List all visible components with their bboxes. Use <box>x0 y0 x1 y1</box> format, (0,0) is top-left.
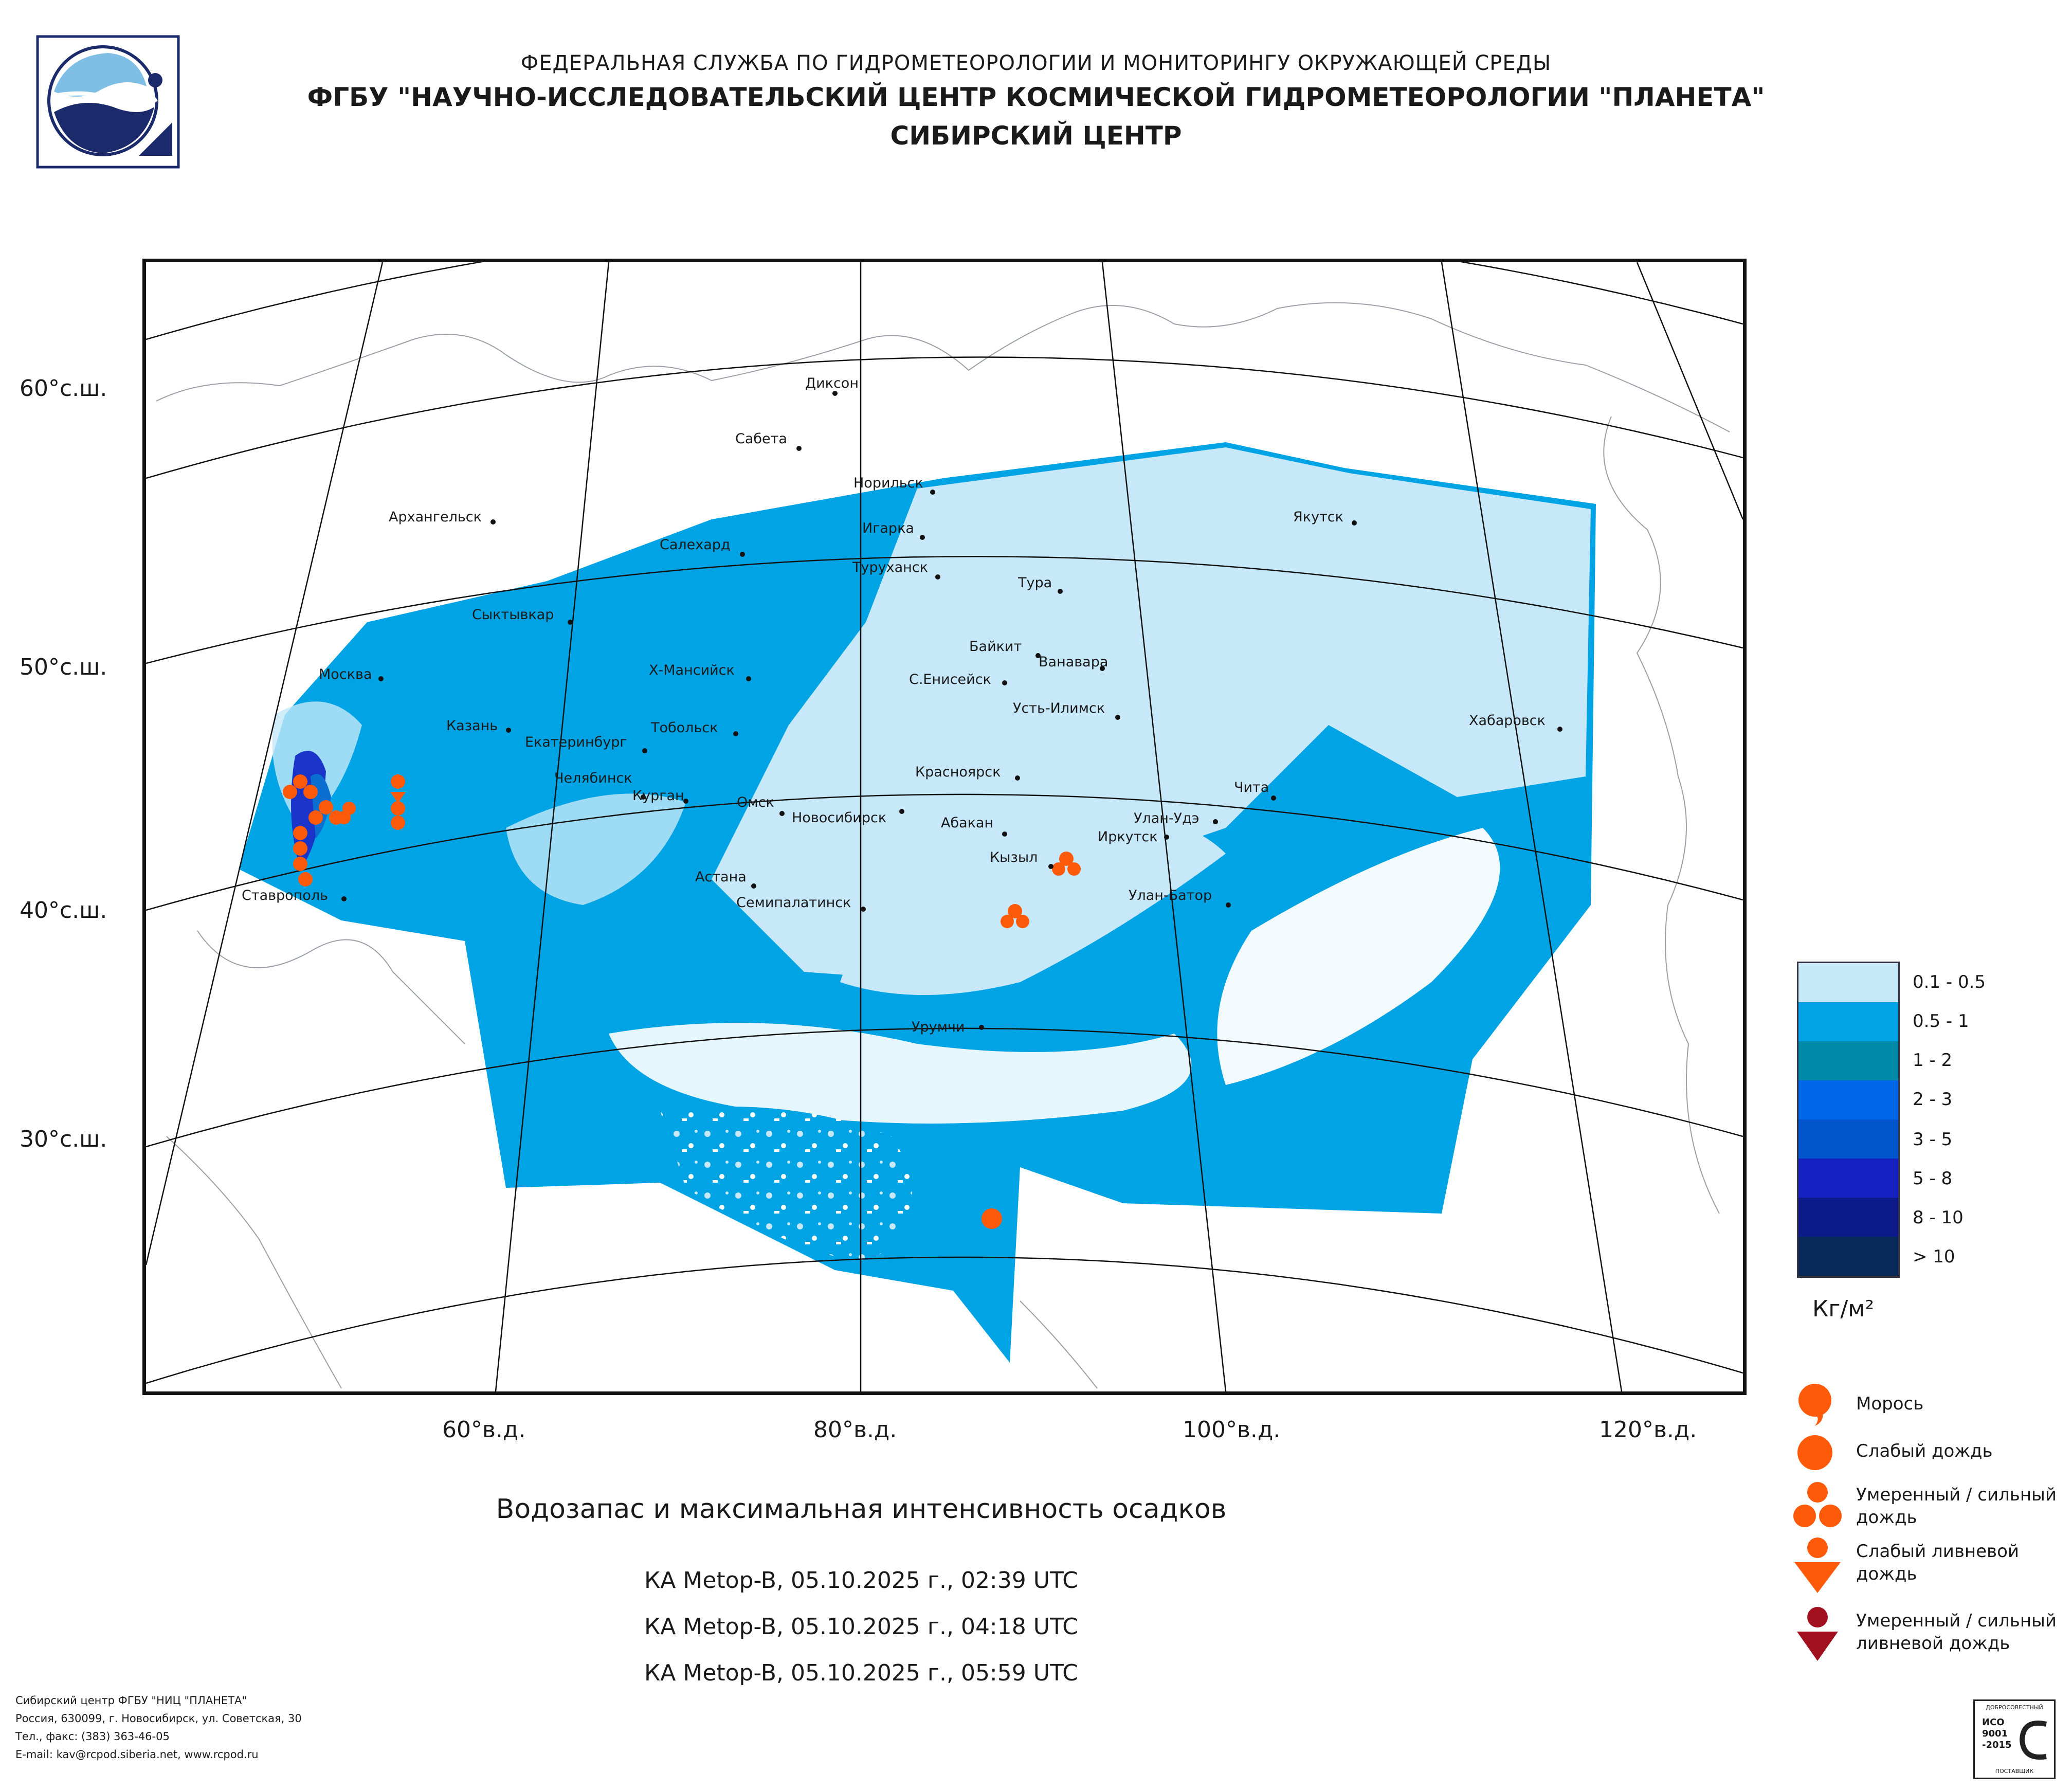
legend-label: 2 - 3 <box>1913 1089 1953 1110</box>
planeta-logo <box>36 35 180 169</box>
lon-label-80: 80°в.д. <box>813 1417 897 1443</box>
footer-email: E-mail: kav@rcpod.siberia.net, www.rcpod… <box>15 1748 259 1761</box>
footer-org: Сибирский центр ФГБУ "НИЦ "ПЛАНЕТА" <box>15 1694 247 1707</box>
city-label: Сабета <box>735 431 787 447</box>
legend-label: 1 - 2 <box>1913 1050 1953 1071</box>
legend-label: 3 - 5 <box>1913 1129 1953 1150</box>
legend-label: 0.5 - 1 <box>1913 1011 1969 1032</box>
lon-label-100: 100°в.д. <box>1183 1417 1281 1443</box>
city-label: Казань <box>446 718 498 734</box>
city-label: Иркутск <box>1098 829 1158 845</box>
city-label: Хабаровск <box>1469 713 1546 729</box>
footer-address: Россия, 630099, г. Новосибирск, ул. Сове… <box>15 1712 302 1725</box>
city-label: Екатеринбург <box>525 734 627 750</box>
legend-moderate-rain: Умеренный / сильный дождь <box>1856 1485 2057 1528</box>
legend-swatch <box>1798 1119 1898 1160</box>
city-label: Астана <box>695 869 747 885</box>
city-label: Кызыл <box>990 849 1038 865</box>
satellite-pass: КА Metop-B, 05.10.2025 г., 02:39 UTC <box>644 1567 1078 1594</box>
city-label: Туруханск <box>852 559 928 575</box>
city-label: Байкит <box>969 639 1022 655</box>
iso-badge-mid: ИСО 9001 -2015 <box>1982 1717 2012 1750</box>
iso-badge-top: ДОБРОСОВЕСТНЫЙ <box>1986 1704 2043 1711</box>
city-label: Новосибирск <box>792 810 887 826</box>
city-label: С.Енисейск <box>909 672 991 688</box>
city-label: Абакан <box>941 815 994 831</box>
footer-phone: Тел., факс: (383) 363-46-05 <box>15 1730 170 1743</box>
iso-badge-bottom: ПОСТАВЩИК <box>1995 1768 2034 1775</box>
city-label: Улан-Удэ <box>1134 810 1199 826</box>
light-rain-icon <box>1797 1435 1832 1470</box>
city-label: Игарка <box>862 520 914 536</box>
legend-swatch <box>1798 1080 1898 1120</box>
iso-c-mark <box>2019 1721 2047 1760</box>
city-label: Сыктывкар <box>472 607 554 623</box>
legend-light-shower: Слабый ливневой дождь <box>1856 1541 2019 1584</box>
header-agency: ФЕДЕРАЛЬНАЯ СЛУЖБА ПО ГИДРОМЕТЕОРОЛОГИИ … <box>520 51 1552 75</box>
map-title: Водозапас и максимальная интенсивность о… <box>496 1494 1227 1525</box>
graticule <box>146 262 1743 1391</box>
city-label: Красноярск <box>915 764 1001 780</box>
city-label: Чита <box>1234 780 1269 795</box>
legend-drizzle: Морось <box>1856 1394 1924 1414</box>
legend-swatch <box>1798 1198 1898 1238</box>
legend-swatch <box>1798 1041 1898 1081</box>
iso-badge: ДОБРОСОВЕСТНЫЙ ИСО 9001 -2015 ПОСТАВЩИК <box>1973 1699 2056 1779</box>
drizzle-icon <box>1798 1384 1831 1426</box>
city-label: Урумчи <box>912 1019 965 1035</box>
legend-heavy-shower: Умеренный / сильный ливневой дождь <box>1856 1611 2057 1654</box>
city-label: Ставрополь <box>242 888 329 903</box>
city-label: Якутск <box>1293 509 1343 525</box>
legend-label: > 10 <box>1913 1246 1955 1267</box>
precipitation-map <box>142 259 1747 1395</box>
city-label: Салехард <box>660 537 731 553</box>
city-label: Тобольск <box>651 720 718 736</box>
satellite-pass: КА Metop-B, 05.10.2025 г., 04:18 UTC <box>644 1614 1078 1640</box>
moderate-rain-icon <box>1793 1482 1842 1527</box>
coastlines <box>156 302 1730 1389</box>
lat-label-30: 30°с.ш. <box>20 1126 107 1152</box>
legend-unit: Кг/м² <box>1812 1296 1875 1322</box>
city-label: Семипалатинск <box>736 895 851 911</box>
lat-label-50: 50°с.ш. <box>20 654 107 680</box>
water-content-field <box>239 442 1596 1363</box>
light-shower-icon <box>1794 1537 1841 1593</box>
lat-label-60: 60°с.ш. <box>20 375 107 402</box>
city-label: Курган <box>632 788 684 804</box>
city-label: Челябинск <box>554 770 632 786</box>
city-label: Омск <box>737 794 774 810</box>
city-label: Норильск <box>853 475 923 491</box>
legend-label: 0.1 - 0.5 <box>1913 972 1986 992</box>
city-label: Тура <box>1018 575 1052 591</box>
city-label: Архангельск <box>389 509 482 525</box>
legend-swatch <box>1798 1237 1898 1276</box>
lon-label-120: 120°в.д. <box>1599 1417 1697 1443</box>
header-institute: ФГБУ "НАУЧНО-ИССЛЕДОВАТЕЛЬСКИЙ ЦЕНТР КОС… <box>307 82 1765 112</box>
city-label: Диксон <box>805 375 859 391</box>
lat-label-40: 40°с.ш. <box>20 897 107 924</box>
legend-label: 5 - 8 <box>1913 1168 1953 1189</box>
water-content-legend <box>1797 962 1900 1278</box>
precip-symbols <box>283 774 1081 1229</box>
legend-swatch <box>1798 1159 1898 1199</box>
satellite-pass: КА Metop-B, 05.10.2025 г., 05:59 UTC <box>644 1660 1078 1686</box>
city-label: Усть-Илимск <box>1013 700 1105 716</box>
legend-swatch <box>1798 963 1898 1003</box>
heavy-shower-icon <box>1797 1607 1838 1661</box>
city-label: Москва <box>319 666 372 682</box>
city-label: Х-Мансийск <box>649 662 735 678</box>
map-canvas <box>146 262 1743 1391</box>
lon-label-60: 60°в.д. <box>442 1417 526 1443</box>
city-label: Улан-Батор <box>1129 888 1212 903</box>
city-label: Ванавара <box>1039 654 1108 670</box>
city-markers <box>341 391 1562 1030</box>
legend-label: 8 - 10 <box>1913 1207 1964 1228</box>
legend-light-rain: Слабый дождь <box>1856 1441 1993 1461</box>
legend-swatch <box>1798 1002 1898 1042</box>
header-center: СИБИРСКИЙ ЦЕНТР <box>890 121 1182 151</box>
